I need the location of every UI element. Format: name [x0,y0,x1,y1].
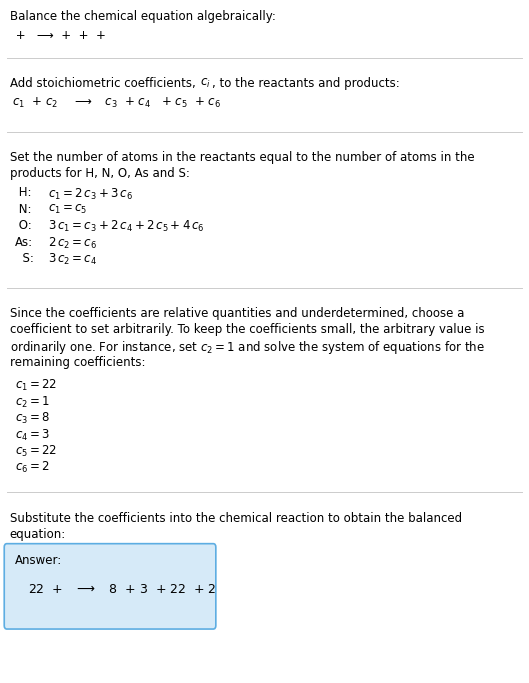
Text: S:: S: [15,252,34,265]
Text: $3\,c_1 = c_3 + 2\,c_4 + 2\,c_5 + 4\,c_6$: $3\,c_1 = c_3 + 2\,c_4 + 2\,c_5 + 4\,c_6… [48,219,204,234]
Text: $3\,c_2 = c_4$: $3\,c_2 = c_4$ [48,252,97,267]
Text: $c_2 = 1$: $c_2 = 1$ [15,395,50,410]
Text: O:: O: [15,219,32,232]
Text: products for H, N, O, As and S:: products for H, N, O, As and S: [10,167,189,180]
Text: $c_1 = c_5$: $c_1 = c_5$ [48,203,87,216]
FancyBboxPatch shape [4,544,216,629]
Text: coefficient to set arbitrarily. To keep the coefficients small, the arbitrary va: coefficient to set arbitrarily. To keep … [10,323,484,336]
Text: $c_i$: $c_i$ [200,77,211,90]
Text: Add stoichiometric coefficients,: Add stoichiometric coefficients, [10,77,199,90]
Text: Balance the chemical equation algebraically:: Balance the chemical equation algebraica… [10,10,276,23]
Text: equation:: equation: [10,528,66,541]
Text: remaining coefficients:: remaining coefficients: [10,356,145,369]
Text: ordinarily one. For instance, set $c_2 = 1$ and solve the system of equations fo: ordinarily one. For instance, set $c_2 =… [10,339,485,357]
Text: $c_1 = 22$: $c_1 = 22$ [15,378,57,393]
Text: $c_5 = 22$: $c_5 = 22$ [15,444,57,459]
Text: Substitute the coefficients into the chemical reaction to obtain the balanced: Substitute the coefficients into the che… [10,512,462,525]
Text: H:: H: [15,186,31,199]
Text: N:: N: [15,203,31,216]
Text: As:: As: [15,236,33,249]
Text: Set the number of atoms in the reactants equal to the number of atoms in the: Set the number of atoms in the reactants… [10,151,474,164]
Text: $2\,c_2 = c_6$: $2\,c_2 = c_6$ [48,236,97,251]
Text: $c_6 = 2$: $c_6 = 2$ [15,460,50,475]
Text: Answer:: Answer: [15,554,62,567]
Text: $c_1 = 2\,c_3 + 3\,c_6$: $c_1 = 2\,c_3 + 3\,c_6$ [48,186,133,201]
Text: Since the coefficients are relative quantities and underdetermined, choose a: Since the coefficients are relative quan… [10,307,464,320]
Text: $c_4 = 3$: $c_4 = 3$ [15,428,50,443]
Text: $c_1$  + $c_2$    $\longrightarrow$   $c_3$  + $c_4$   + $c_5$  + $c_6$: $c_1$ + $c_2$ $\longrightarrow$ $c_3$ + … [12,96,221,111]
Text: $c_3 = 8$: $c_3 = 8$ [15,411,50,426]
Text: 22  +   $\longrightarrow$   8  + 3  + 22  + 2: 22 + $\longrightarrow$ 8 + 3 + 22 + 2 [28,583,216,596]
Text: +   ⟶  +  +  +: + ⟶ + + + [12,29,106,42]
Text: , to the reactants and products:: , to the reactants and products: [212,77,399,90]
